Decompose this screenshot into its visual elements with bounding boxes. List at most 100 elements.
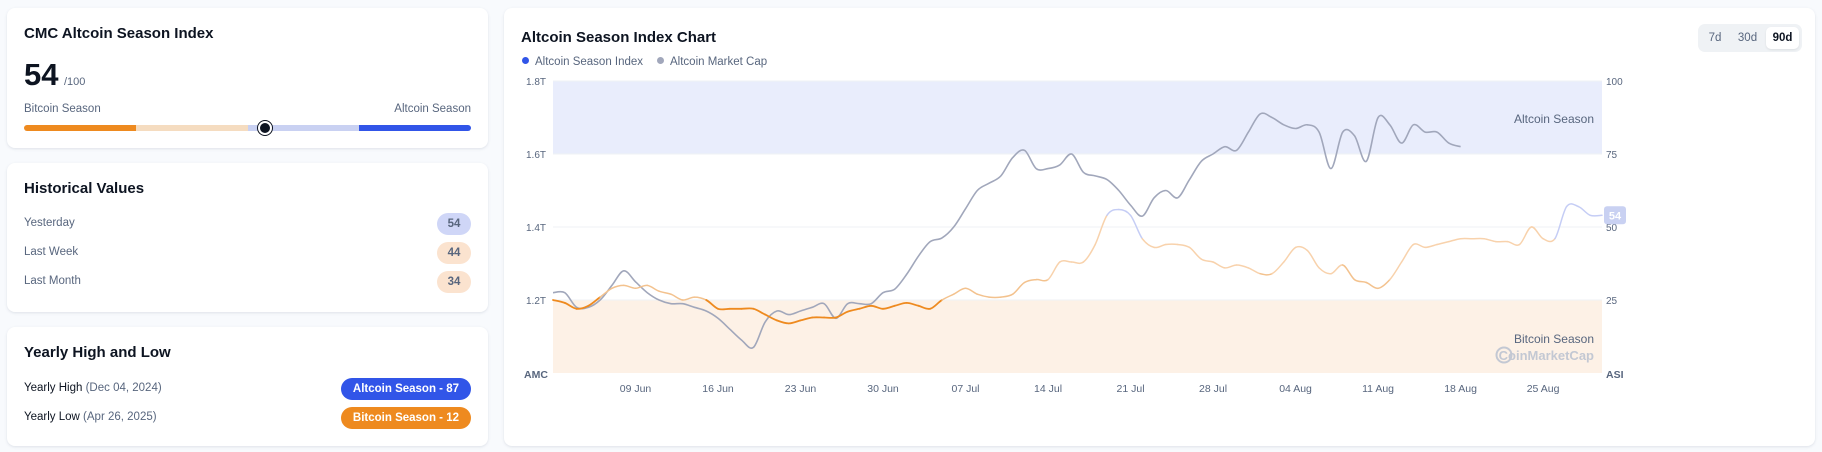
series-segment-altcoin-season-index	[776, 319, 790, 325]
series-segment-altcoin-season-index	[1118, 208, 1132, 217]
yearly-low-badge: Bitcoin Season - 12	[340, 407, 471, 429]
series-segment-altcoin-season-index	[976, 293, 990, 298]
series-segment-altcoin-season-index	[646, 284, 660, 292]
series-segment-altcoin-season-index	[705, 299, 719, 310]
historical-label: Yesterday	[24, 217, 75, 229]
series-segment-altcoin-season-index	[1224, 264, 1238, 269]
series-segment-altcoin-season-index	[870, 304, 884, 310]
right-axis-tick: 75	[1606, 150, 1618, 161]
right-axis-title: ASI	[1606, 369, 1624, 381]
series-segment-altcoin-season-index	[1506, 240, 1521, 246]
series-segment-altcoin-season-index	[799, 316, 814, 322]
right-axis-tick: 25	[1606, 296, 1618, 307]
series-segment-altcoin-season-index	[1011, 281, 1026, 295]
timeframe-90d-button[interactable]: 90d	[1766, 27, 1799, 49]
left-axis-tick: 1.8T	[526, 77, 546, 88]
x-axis-tick: 04 Aug	[1279, 383, 1312, 395]
timeframe-7d-button[interactable]: 7d	[1708, 32, 1722, 44]
series-segment-altcoin-season-index	[1094, 214, 1108, 246]
series-segment-altcoin-season-index	[1271, 261, 1285, 275]
current-value-marker: 54	[1604, 206, 1626, 225]
x-axis-tick: 11 Aug	[1362, 383, 1394, 395]
series-segment-altcoin-season-index	[1530, 226, 1544, 240]
legend-dot	[657, 57, 664, 64]
series-segment-altcoin-season-index	[1341, 264, 1356, 281]
x-axis-tick: 09 Jun	[620, 383, 652, 395]
series-segment-altcoin-season-index	[1565, 203, 1580, 208]
x-axis-tick: 25 Aug	[1527, 383, 1560, 395]
index-card-title: CMC Altcoin Season Index	[24, 25, 214, 42]
series-segment-altcoin-season-index	[658, 290, 672, 295]
series-segment-altcoin-season-index	[846, 307, 861, 313]
yearly-high-date: (Dec 04, 2024)	[85, 382, 162, 394]
yearly-low-text: Yearly Low	[24, 411, 80, 423]
x-axis-tick: 23 Jun	[785, 383, 817, 395]
series-segment-altcoin-season-index	[670, 293, 684, 301]
series-segment-altcoin-season-index	[1483, 237, 1497, 243]
yearly-low-label: Yearly Low (Apr 26, 2025)	[24, 411, 157, 423]
series-segment-altcoin-season-index	[552, 299, 566, 304]
series-segment-altcoin-season-index	[1365, 281, 1379, 290]
historical-title: Historical Values	[24, 180, 145, 197]
left-axis-title: AMC	[524, 369, 548, 381]
coinmarketcap-watermark: CoinMarketCap	[1495, 346, 1594, 364]
yearly-card: Yearly High and Low Yearly High (Dec 04,…	[7, 327, 488, 446]
series-segment-altcoin-season-index	[787, 319, 802, 325]
season-gauge	[24, 125, 471, 131]
gauge-knob	[258, 121, 273, 135]
series-segment-altcoin-season-index	[611, 284, 625, 290]
series-segment-altcoin-season-index	[1000, 293, 1014, 298]
series-segment-altcoin-season-index	[1188, 246, 1203, 260]
series-segment-altcoin-season-index	[1082, 243, 1096, 263]
chart-card: Altcoin Season Index Chart Altcoin Seaso…	[504, 8, 1815, 446]
x-axis-tick: 18 Aug	[1444, 383, 1477, 395]
timeframe-selector: 7d 30d 90d	[1698, 24, 1802, 52]
series-segment-altcoin-season-index	[835, 310, 849, 319]
legend-label: Altcoin Season Index	[535, 56, 644, 68]
series-segment-altcoin-season-index	[1400, 243, 1415, 263]
series-segment-altcoin-season-index	[952, 287, 967, 295]
x-axis-tick: 16 Jun	[702, 383, 734, 395]
series-segment-altcoin-season-index	[905, 302, 920, 307]
series-segment-altcoin-season-index	[917, 304, 932, 310]
series-segment-altcoin-season-index	[1318, 267, 1332, 275]
series-segment-altcoin-season-index	[893, 302, 908, 307]
series-line-altcoin-market-cap	[552, 112, 1461, 349]
series-segment-altcoin-season-index	[858, 304, 873, 310]
series-segment-altcoin-season-index	[1330, 264, 1344, 275]
yearly-low-date: (Apr 26, 2025)	[83, 411, 157, 423]
historical-row-last-week: Last Week 44	[24, 242, 471, 264]
index-card: CMC Altcoin Season Index 54 /100 Bitcoin…	[7, 8, 488, 148]
yearly-high-badge: Altcoin Season - 87	[340, 378, 471, 400]
x-axis-tick: 21 Jul	[1117, 383, 1145, 395]
series-segment-altcoin-season-index	[1412, 243, 1426, 249]
altcoin-season-label: Altcoin Season	[394, 103, 471, 115]
series-segment-altcoin-season-index	[1153, 243, 1167, 249]
series-segment-altcoin-season-index	[964, 287, 979, 295]
historical-row-yesterday: Yesterday 54	[24, 213, 471, 235]
legend-item-amc: Altcoin Market Cap	[657, 56, 767, 68]
timeframe-30d-button[interactable]: 30d	[1737, 32, 1758, 44]
series-segment-altcoin-season-index	[1436, 240, 1450, 246]
series-segment-altcoin-season-index	[563, 302, 578, 310]
altcoin-zone-label: Altcoin Season	[1514, 112, 1594, 126]
series-segment-altcoin-season-index	[622, 284, 637, 290]
series-segment-altcoin-season-index	[1424, 243, 1438, 249]
series-segment-altcoin-season-index	[1200, 258, 1214, 263]
series-segment-altcoin-season-index	[1377, 278, 1391, 290]
yearly-high-text: Yearly High	[24, 382, 83, 394]
series-segment-altcoin-season-index	[1059, 259, 1073, 263]
right-axis-tick: 100	[1606, 77, 1623, 88]
historical-row-last-month: Last Month 34	[24, 271, 471, 293]
series-segment-altcoin-season-index	[1259, 272, 1273, 276]
series-segment-altcoin-season-index	[1070, 261, 1085, 265]
altcoin-season-chart: Altcoin Season Bitcoin Season CoinMarket…	[524, 77, 1626, 395]
x-axis-tick: 07 Jul	[952, 383, 980, 395]
series-segment-altcoin-season-index	[1542, 237, 1556, 243]
series-segment-altcoin-season-index	[599, 287, 613, 298]
current-value-text: 54	[1609, 210, 1622, 222]
x-axis-tick: 30 Jun	[867, 383, 899, 395]
historical-value-badge: 44	[437, 242, 471, 264]
series-segment-altcoin-season-index	[575, 304, 590, 310]
series-segment-altcoin-season-index	[1353, 278, 1368, 284]
